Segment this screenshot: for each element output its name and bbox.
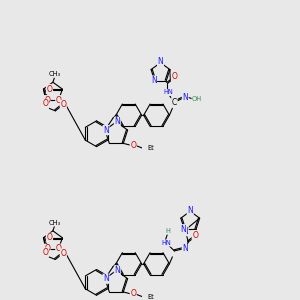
Text: N: N (182, 226, 188, 236)
Text: N: N (151, 76, 157, 85)
Text: N: N (158, 57, 164, 66)
Text: N: N (114, 266, 120, 275)
Text: O: O (44, 244, 50, 253)
Text: O: O (60, 100, 66, 109)
Text: O: O (56, 96, 62, 105)
Text: H: H (165, 228, 170, 234)
Text: CH₃: CH₃ (49, 71, 61, 77)
Text: O: O (130, 290, 136, 298)
Text: Et: Et (147, 145, 154, 151)
Text: O: O (43, 248, 48, 257)
Text: N: N (103, 274, 109, 283)
Text: O: O (44, 96, 50, 105)
Text: O: O (130, 141, 136, 150)
Text: O: O (46, 233, 52, 242)
Text: N: N (187, 206, 193, 215)
Text: N: N (182, 244, 188, 253)
Text: O: O (56, 244, 62, 253)
Text: O: O (171, 72, 177, 81)
Text: C: C (172, 98, 177, 107)
Text: HN: HN (162, 240, 171, 246)
Text: O: O (192, 231, 198, 240)
Text: N: N (114, 117, 120, 126)
Text: HN: HN (164, 89, 173, 95)
Text: O: O (43, 99, 48, 108)
Text: CH₃: CH₃ (49, 220, 61, 226)
Text: N: N (182, 93, 188, 102)
Text: O: O (60, 249, 66, 258)
Text: O: O (46, 85, 52, 94)
Text: N: N (103, 126, 109, 135)
Text: OH: OH (192, 96, 202, 102)
Text: Et: Et (147, 294, 154, 300)
Text: N: N (181, 225, 186, 234)
